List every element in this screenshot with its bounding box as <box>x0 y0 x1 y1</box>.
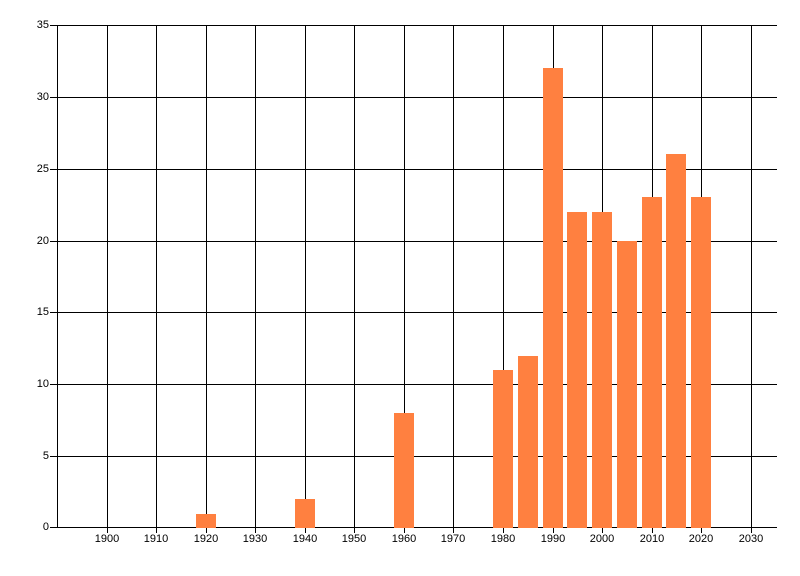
x-tick-label: 1980 <box>490 533 516 545</box>
y-axis-line <box>57 25 58 528</box>
gridline-horizontal <box>57 312 777 313</box>
x-tick-mark <box>156 528 157 533</box>
y-tick-label: 30 <box>36 91 49 103</box>
x-tick-label: 2010 <box>639 533 665 545</box>
x-tick-mark <box>453 528 454 533</box>
gridline-vertical <box>156 25 157 528</box>
plot-area <box>57 25 777 528</box>
y-tick-mark <box>50 456 57 457</box>
y-tick-label: 20 <box>36 235 49 247</box>
x-tick-mark <box>305 528 306 533</box>
x-tick-mark <box>206 528 207 533</box>
gridline-horizontal <box>57 25 777 26</box>
bar <box>592 212 612 528</box>
x-tick-mark <box>404 528 405 533</box>
x-tick-label: 1930 <box>242 533 268 545</box>
bar <box>196 514 216 528</box>
x-tick-mark <box>553 528 554 533</box>
bar <box>518 356 538 528</box>
gridline-vertical <box>404 25 405 528</box>
y-tick-mark <box>50 25 57 26</box>
gridline-vertical <box>453 25 454 528</box>
y-tick-mark <box>50 384 57 385</box>
bar <box>666 154 686 528</box>
y-tick-label: 5 <box>42 450 49 462</box>
x-tick-mark <box>751 528 752 533</box>
x-tick-label: 1900 <box>94 533 120 545</box>
y-tick-label: 10 <box>36 378 49 390</box>
gridline-horizontal <box>57 527 777 528</box>
x-tick-label: 2020 <box>688 533 714 545</box>
gridline-vertical <box>354 25 355 528</box>
y-tick-mark <box>50 97 57 98</box>
x-tick-mark <box>107 528 108 533</box>
x-tick-mark <box>354 528 355 533</box>
x-tick-label: 2030 <box>738 533 764 545</box>
x-tick-label: 1920 <box>193 533 219 545</box>
gridline-horizontal <box>57 384 777 385</box>
y-tick-label: 0 <box>42 521 49 533</box>
y-tick-mark <box>50 312 57 313</box>
x-tick-label: 2000 <box>589 533 615 545</box>
x-tick-mark <box>652 528 653 533</box>
gridline-vertical <box>305 25 306 528</box>
gridline-vertical <box>107 25 108 528</box>
y-tick-mark <box>50 169 57 170</box>
x-tick-mark <box>255 528 256 533</box>
x-tick-label: 1910 <box>143 533 169 545</box>
x-tick-label: 1990 <box>540 533 566 545</box>
gridline-vertical <box>503 25 504 528</box>
y-tick-label: 15 <box>36 306 49 318</box>
bar <box>394 413 414 528</box>
x-tick-mark <box>503 528 504 533</box>
x-tick-label: 1940 <box>292 533 318 545</box>
x-tick-label: 1970 <box>440 533 466 545</box>
y-tick-label: 35 <box>36 19 49 31</box>
bar <box>295 499 315 528</box>
gridline-horizontal <box>57 97 777 98</box>
bar <box>617 241 637 528</box>
x-tick-mark <box>602 528 603 533</box>
bar <box>691 197 711 528</box>
y-tick-label: 25 <box>36 163 49 175</box>
gridline-horizontal <box>57 169 777 170</box>
y-tick-mark <box>50 241 57 242</box>
gridline-horizontal <box>57 241 777 242</box>
bar <box>543 68 563 528</box>
bar <box>567 212 587 528</box>
bar <box>493 370 513 528</box>
x-tick-label: 1960 <box>391 533 417 545</box>
gridline-vertical <box>751 25 752 528</box>
y-tick-mark <box>50 527 57 528</box>
x-tick-label: 1950 <box>341 533 367 545</box>
bar <box>642 197 662 528</box>
gridline-horizontal <box>57 456 777 457</box>
gridline-vertical <box>255 25 256 528</box>
x-tick-mark <box>701 528 702 533</box>
gridline-vertical <box>206 25 207 528</box>
